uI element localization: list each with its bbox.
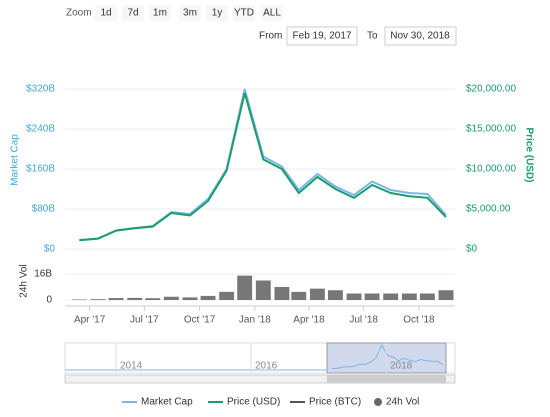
volume-bar xyxy=(274,287,289,300)
volume-bar xyxy=(91,299,106,300)
from-date[interactable]: Feb 19, 2017 xyxy=(293,31,352,42)
zoom-button-label[interactable]: 3m xyxy=(183,8,197,19)
legend-label[interactable]: Price (BTC) xyxy=(309,397,361,408)
zoom-button-label[interactable]: 1m xyxy=(153,8,167,19)
legend-label[interactable]: Market Cap xyxy=(141,397,193,408)
volume-bar xyxy=(439,290,454,300)
volume-bar xyxy=(237,276,252,300)
zoom-label: Zoom xyxy=(66,8,92,19)
y-axis-title: Market Cap xyxy=(10,134,21,186)
navigator-label: 2016 xyxy=(255,361,278,372)
volume-bar xyxy=(291,292,306,300)
x-tick-label: Oct '18 xyxy=(403,315,435,326)
volume-bar xyxy=(420,294,435,301)
volume-bar xyxy=(365,294,380,301)
yticks-label: $240B xyxy=(26,124,55,135)
series-line xyxy=(79,89,446,240)
volume-bar xyxy=(127,298,142,300)
volume-bar xyxy=(347,294,362,301)
zoom-button-label[interactable]: 1y xyxy=(212,8,223,19)
zoom-button-label[interactable]: 1d xyxy=(100,8,111,19)
y3ticks-label: 0 xyxy=(46,295,52,306)
y2ticks-label: $0 xyxy=(466,244,478,255)
volume-bar xyxy=(145,298,160,300)
x-tick-label: Apr '18 xyxy=(293,315,325,326)
volume-bar xyxy=(183,297,198,300)
series-line xyxy=(79,93,446,240)
y2-axis-title: Price (USD) xyxy=(523,127,534,182)
legend-label[interactable]: 24h Vol xyxy=(386,397,419,408)
zoom-button-label[interactable]: ALL xyxy=(263,8,281,19)
volume-bar xyxy=(402,294,417,301)
volume-bar xyxy=(256,281,271,301)
x-tick-label: Apr '17 xyxy=(74,315,106,326)
to-label: To xyxy=(367,31,378,42)
scrollbar-thumb[interactable] xyxy=(327,375,446,383)
y2ticks-label: $20,000.00 xyxy=(466,84,516,95)
x-tick-label: Jan '18 xyxy=(239,315,271,326)
y2ticks-label: $10,000.00 xyxy=(466,164,516,175)
volume-bar xyxy=(383,294,398,301)
yticks-label: $0 xyxy=(44,244,56,255)
x-tick-label: Oct '17 xyxy=(184,315,216,326)
yticks-label: $320B xyxy=(26,84,55,95)
yticks-label: $80B xyxy=(32,204,56,215)
x-tick-label: Jul '17 xyxy=(130,315,159,326)
volume-bar xyxy=(310,289,325,300)
navigator-label: 2018 xyxy=(390,361,413,372)
zoom-button-label[interactable]: YTD xyxy=(234,8,254,19)
y3-axis-title: 24h Vol xyxy=(19,264,30,297)
volume-bar xyxy=(328,290,343,300)
zoom-button-label[interactable]: 7d xyxy=(127,8,138,19)
volume-bar xyxy=(109,298,124,300)
navigator-label: 2014 xyxy=(120,361,143,372)
to-date[interactable]: Nov 30, 2018 xyxy=(390,31,450,42)
y2ticks-label: $15,000.00 xyxy=(466,124,516,135)
volume-bar xyxy=(164,297,179,300)
volume-bar xyxy=(201,296,216,300)
legend-label[interactable]: Price (USD) xyxy=(227,397,280,408)
yticks-label: $160B xyxy=(26,164,55,175)
y2ticks-label: $5,000.00 xyxy=(466,204,511,215)
y3ticks-label: 16B xyxy=(34,269,52,280)
volume-bar xyxy=(219,292,234,300)
legend-symbol[interactable] xyxy=(374,398,382,406)
from-label: From xyxy=(259,31,282,42)
x-tick-label: Jul '18 xyxy=(349,315,378,326)
